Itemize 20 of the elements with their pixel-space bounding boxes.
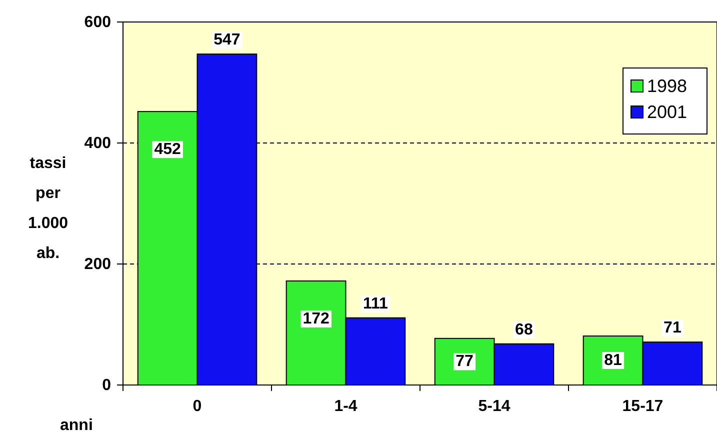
legend-label: 1998	[647, 76, 688, 96]
data-label: 452	[154, 141, 181, 158]
x-axis-title: anni	[60, 417, 93, 434]
y-tick-label: 400	[84, 135, 112, 152]
x-tick-label: 5-14	[478, 398, 510, 415]
x-tick-label: 1-4	[334, 398, 358, 415]
x-tick-label: 15-17	[622, 398, 664, 415]
y-axis-title: tassi per 1.000 ab.	[28, 155, 68, 262]
y-tick-label: 0	[102, 377, 112, 394]
data-label: 111	[362, 295, 388, 312]
data-label: 172	[302, 310, 330, 328]
data-label: 77	[456, 353, 474, 370]
x-tick-label: 0	[192, 398, 202, 415]
legend-label: 2001	[647, 102, 688, 122]
data-label: 81	[604, 352, 622, 369]
y-tick-label: 600	[84, 14, 112, 32]
data-label: 71	[664, 320, 682, 337]
data-label: 68	[515, 321, 533, 338]
y-tick-label: 200	[84, 256, 112, 274]
data-label: 547	[214, 32, 240, 49]
